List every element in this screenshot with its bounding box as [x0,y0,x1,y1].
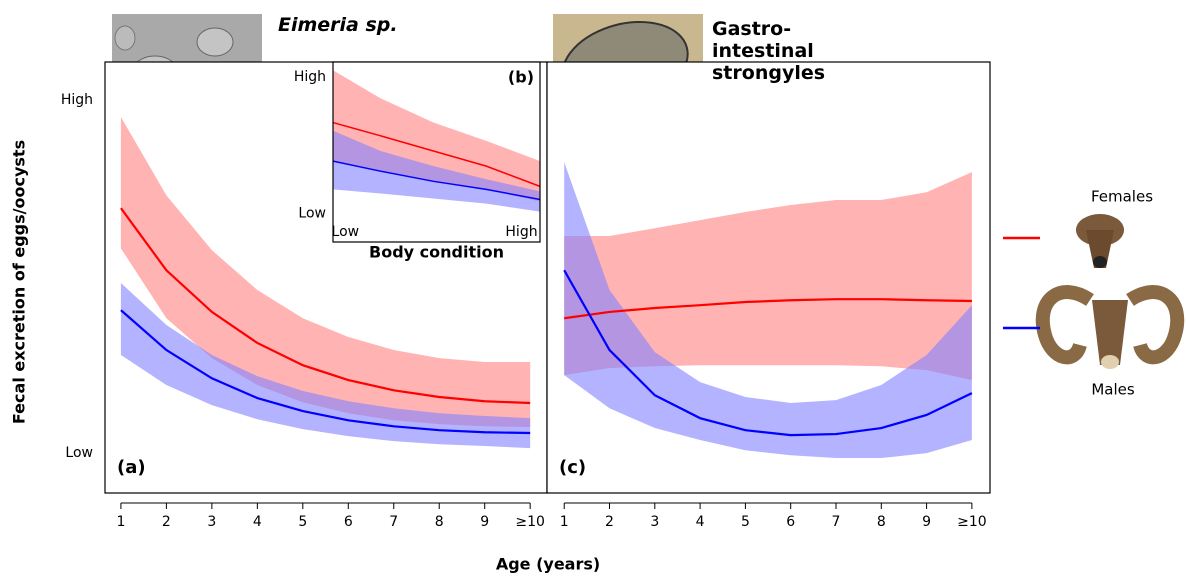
legend-label: Males [1091,381,1135,399]
x-tick-label: 2 [162,514,171,530]
x-tick-label: 6 [344,514,353,530]
x-tick-label: 1 [116,514,125,530]
confidence-band [120,117,531,427]
x-tick-label: 9 [922,514,931,530]
y-tick-label: High [61,92,93,108]
x-axis-label: Age (years) [496,555,600,574]
x-tick-label: High [505,224,537,240]
panel-label: (b) [508,68,534,87]
y-tick-label: Low [298,206,326,222]
x-tick-label: 3 [650,514,659,530]
x-tick-label: Low [332,224,360,240]
confidence-band [120,282,531,449]
x-tick-label: 7 [832,514,841,530]
plot-frame [332,61,541,243]
panel-c-title: Gastro-intestinal strongyles [712,18,826,84]
confidence-band [564,162,972,459]
x-tick-label: 1 [560,514,569,530]
x-tick-label: 4 [253,514,262,530]
panel-label: (a) [117,457,146,478]
x-tick-label: 7 [389,514,398,530]
trend-line [564,298,972,320]
male-sheep-icon [1035,285,1185,369]
trend-line [332,160,541,201]
trend-line [120,207,531,405]
x-tick-label: ≥10 [957,514,987,530]
x-tick-label: 4 [696,514,705,530]
x-tick-label: 9 [480,514,489,530]
x-tick-label: 8 [435,514,444,530]
x-tick-label: 2 [605,514,614,530]
trend-line [332,121,541,188]
panel-a-title: Eimeria sp. [278,14,398,36]
x-tick-label: 3 [207,514,216,530]
x-tick-label: 8 [877,514,886,530]
x-tick-label: ≥10 [515,514,545,530]
trend-line [563,269,973,437]
x-tick-label: 5 [298,514,307,530]
female-sheep-icon [1076,214,1124,268]
y-axis-label: Fecal excretion of eggs/oocysts [10,140,29,424]
y-tick-label: High [294,69,326,85]
y-tick-label: Low [65,445,93,461]
confidence-band [564,172,972,381]
x-tick-label: 5 [741,514,750,530]
legend-label: Females [1091,188,1153,206]
confidence-band [333,130,540,212]
trend-line [120,309,531,435]
x-axis-label: Body condition [369,243,504,262]
panel-label: (c) [559,457,586,478]
plot-frame [546,61,991,494]
x-tick-label: 6 [786,514,795,530]
